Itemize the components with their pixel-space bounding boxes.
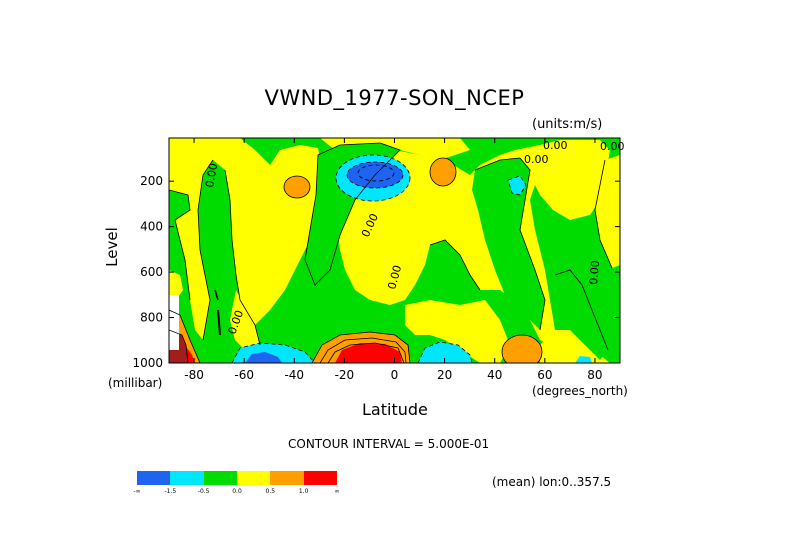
- mean-longitude-label: (mean) lon:0..357.5: [492, 475, 612, 489]
- x-tick-label: 40: [487, 368, 502, 382]
- chart-title: VWND_1977-SON_NCEP: [264, 86, 525, 110]
- y-unit-label: (millibar): [108, 376, 163, 390]
- legend-tick-label: -∞: [133, 488, 141, 495]
- legend-color-box: [170, 471, 204, 485]
- y-tick-label: 400: [140, 220, 163, 234]
- y-tick-label: 800: [140, 311, 163, 325]
- legend-tick-label: 0.0: [232, 488, 242, 495]
- color-legend: [137, 471, 337, 485]
- field-blue-bottom-left: [245, 352, 282, 363]
- field-green-center-mid: [415, 240, 480, 302]
- x-tick-label: -40: [284, 368, 304, 382]
- field-cyan-bottom-center: [418, 342, 472, 363]
- field-yellow-left-edge: [169, 270, 183, 300]
- legend-color-box: [203, 471, 237, 485]
- contour-label: 0.00: [587, 260, 602, 286]
- legend-tick-label: ∞: [334, 488, 340, 495]
- field-green-right-edge: [605, 265, 620, 330]
- legend-tick-label: -1.5: [164, 488, 177, 495]
- field-white-left-edge: [169, 295, 179, 350]
- field-orange-small-center: [430, 158, 456, 186]
- y-tick-label: 1000: [132, 356, 163, 370]
- x-tick-label: -60: [234, 368, 254, 382]
- legend-color-box: [137, 471, 171, 485]
- field-green-right-tongue: [472, 158, 545, 330]
- x-tick-label: -20: [335, 368, 355, 382]
- legend-color-box: [303, 471, 337, 485]
- x-tick-label: 80: [587, 368, 602, 382]
- contour-label-group: 0.00 0.00 0.00 0.00 0.00 0.00 0.00 0.00: [203, 139, 624, 336]
- contour-lines: [169, 142, 613, 363]
- contour-label: 0.00: [524, 153, 549, 166]
- contour-interval-label: CONTOUR INTERVAL = 5.000E-01: [288, 437, 490, 451]
- x-unit-label: (degrees_north): [532, 384, 628, 398]
- legend-tick-label: -0.5: [197, 488, 210, 495]
- field-orange-lower-right: [502, 335, 542, 363]
- field-red-bottom-center: [335, 343, 402, 363]
- legend-tick-label: 0.5: [265, 488, 276, 495]
- x-tick-label: 20: [437, 368, 452, 382]
- x-tick-label: -80: [184, 368, 204, 382]
- x-tick-label: 60: [537, 368, 552, 382]
- x-axis-label: Latitude: [362, 400, 428, 419]
- legend-tick-label: 1.0: [298, 488, 309, 495]
- x-tick-label: 0: [391, 368, 399, 382]
- axis-tick-labels: -80 -60 -40 -20 0 20 40 60 80 200 400 600 800 1000: [132, 174, 602, 382]
- field-green-center: [305, 143, 400, 285]
- field-cyan-small-right: [508, 176, 526, 195]
- field-yellow-lower-right: [540, 330, 610, 363]
- field-cyan-bottom-right: [575, 356, 592, 363]
- field-yellow-right-band: [595, 155, 620, 270]
- legend-color-box: [236, 471, 271, 485]
- contour-label: 0.00: [385, 264, 404, 291]
- units-label: (units:m/s): [532, 117, 603, 132]
- field-yellow-lower-left: [230, 290, 260, 350]
- field-orange-small-left: [284, 176, 310, 198]
- legend-color-box: [270, 471, 304, 485]
- contour-fields: [169, 138, 620, 363]
- contour-label: 0.00: [600, 140, 625, 153]
- field-yellow-lower-center: [405, 300, 510, 363]
- field-green-far-right: [555, 270, 608, 360]
- axis-ticks: [169, 138, 620, 364]
- y-axis-label: Level: [103, 227, 121, 267]
- contour-label: 0.00: [203, 162, 220, 188]
- y-tick-label: 200: [140, 174, 163, 188]
- contour-label: 0.00: [543, 139, 568, 152]
- y-tick-label: 600: [140, 265, 163, 279]
